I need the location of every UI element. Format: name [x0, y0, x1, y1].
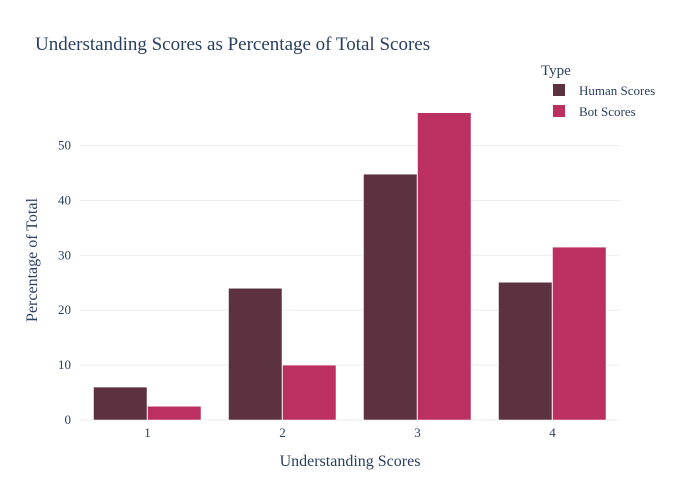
x-tick-label: 4: [549, 425, 556, 440]
y-axis-title: Percentage of Total: [24, 198, 41, 322]
bar-bot-1: [147, 406, 202, 421]
bar-bot-3: [417, 112, 472, 421]
bars: [93, 112, 607, 421]
y-tick-label: 40: [58, 192, 71, 207]
y-tick-label: 20: [58, 302, 71, 317]
bar-human-1: [93, 386, 148, 421]
x-tick-label: 1: [144, 425, 151, 440]
bar-bot-4: [552, 246, 607, 421]
bar-human-4: [498, 282, 553, 421]
legend-swatch-human: [553, 84, 565, 96]
legend-title: Type: [541, 63, 571, 79]
bar-human-3: [363, 173, 418, 421]
y-tick-label: 50: [58, 138, 71, 153]
legend-label-human: Human Scores: [579, 83, 655, 98]
x-tick-label: 2: [279, 425, 286, 440]
legend-swatch-bot: [553, 105, 565, 117]
bar-human-2: [228, 288, 283, 421]
bar-bot-2: [282, 364, 337, 421]
x-axis-title: Understanding Scores: [280, 453, 421, 470]
x-axis-ticks: 1 2 3 4: [144, 425, 556, 440]
y-axis-ticks: 0 10 20 30 40 50: [58, 138, 71, 427]
legend: Type Human Scores Bot Scores: [541, 63, 655, 119]
y-tick-label: 30: [58, 247, 71, 262]
legend-label-bot: Bot Scores: [579, 104, 636, 119]
x-tick-label: 3: [414, 425, 421, 440]
y-tick-label: 10: [58, 357, 71, 372]
chart-title: Understanding Scores as Percentage of To…: [35, 34, 430, 55]
y-tick-label: 0: [65, 412, 72, 427]
